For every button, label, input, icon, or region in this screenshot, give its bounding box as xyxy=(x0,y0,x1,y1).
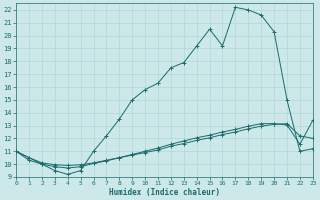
X-axis label: Humidex (Indice chaleur): Humidex (Indice chaleur) xyxy=(109,188,220,197)
